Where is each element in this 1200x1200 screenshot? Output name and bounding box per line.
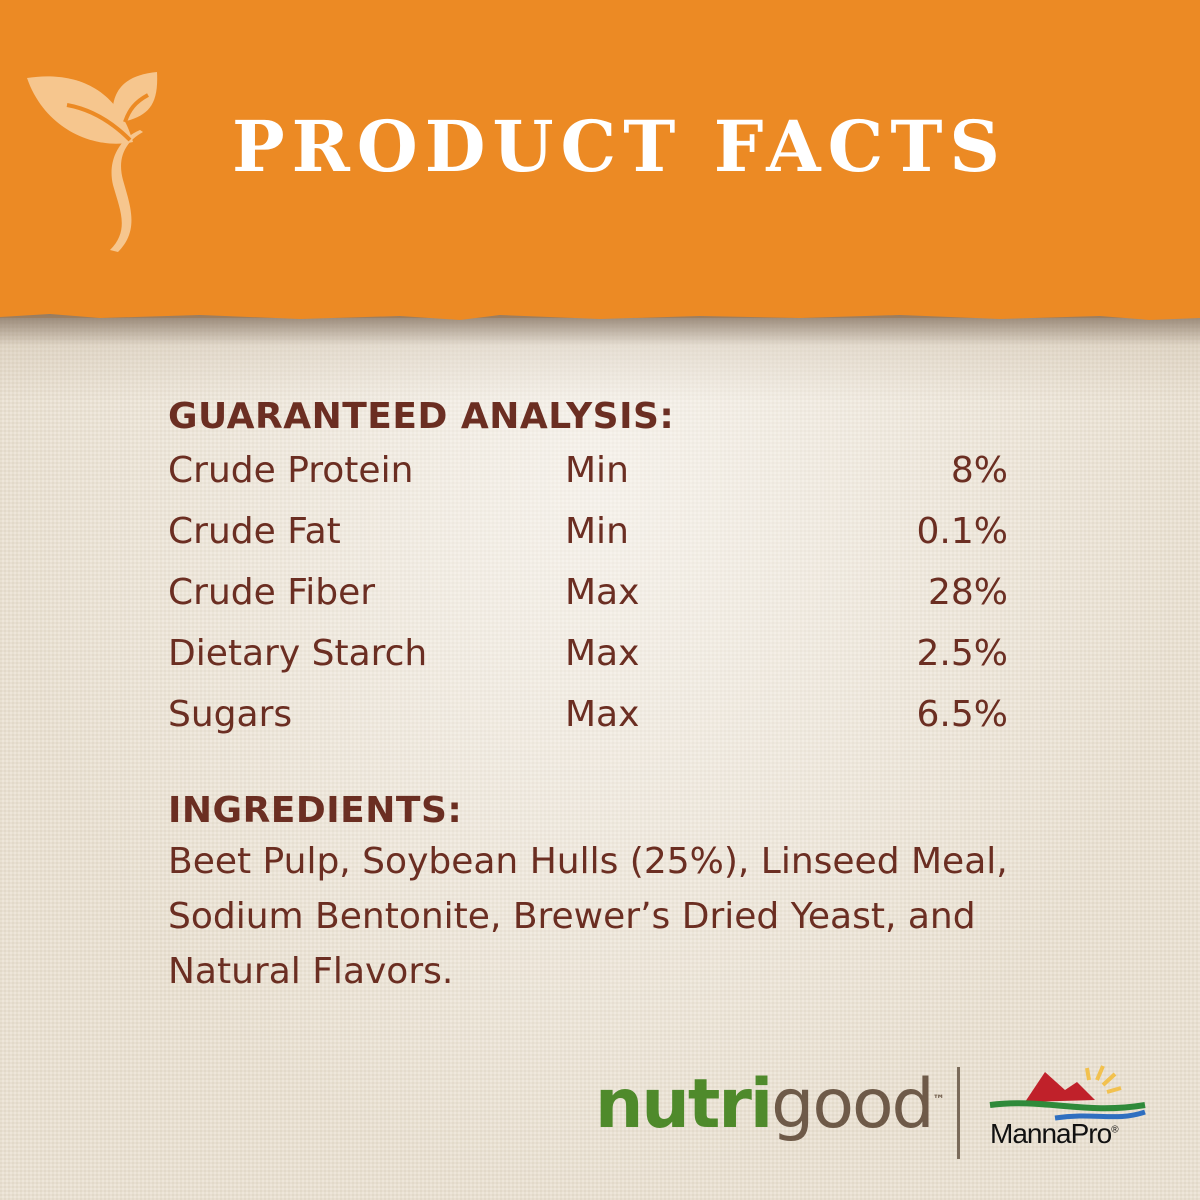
mannapro-logo-mark bbox=[989, 1065, 1146, 1121]
nutrient-qualifier: Max bbox=[565, 694, 640, 735]
page-title: PRODUCT FACTS bbox=[232, 105, 1007, 188]
nutrient-name: Crude Fiber bbox=[168, 572, 376, 613]
analysis-heading: GUARANTEED ANALYSIS: bbox=[168, 396, 675, 437]
logo-divider bbox=[957, 1067, 960, 1159]
ingredients-text: Beet Pulp, Soybean Hulls (25%), Linseed … bbox=[168, 841, 1008, 992]
analysis-row: Dietary Starch Max 2.5% bbox=[168, 623, 1008, 684]
nutrient-name: Sugars bbox=[168, 694, 293, 735]
brand-logos: nutrigood™ MannaPro® bbox=[590, 1055, 1160, 1165]
sprout-icon bbox=[27, 72, 158, 252]
guaranteed-analysis: GUARANTEED ANALYSIS: Crude Protein Min 8… bbox=[168, 396, 1008, 745]
torn-edge bbox=[0, 300, 1200, 320]
nutrient-name: Crude Fat bbox=[168, 511, 341, 552]
nutrient-value: 8% bbox=[950, 450, 1008, 491]
mannapro-logo: MannaPro® bbox=[990, 1118, 1119, 1149]
ingredients-section: INGREDIENTS: Beet Pulp, Soybean Hulls (2… bbox=[168, 790, 1028, 999]
analysis-row: Crude Protein Min 8% bbox=[168, 440, 1008, 501]
nutrient-value: 0.1% bbox=[916, 511, 1008, 552]
nutrient-qualifier: Max bbox=[565, 572, 640, 613]
analysis-row: Sugars Max 6.5% bbox=[168, 684, 1008, 745]
nutrient-value: 28% bbox=[927, 572, 1008, 613]
banner-shadow bbox=[0, 310, 1200, 400]
nutrient-qualifier: Min bbox=[565, 450, 629, 491]
nutrient-value: 6.5% bbox=[916, 694, 1008, 735]
nutrient-value: 2.5% bbox=[916, 633, 1008, 674]
nutrient-qualifier: Min bbox=[565, 511, 629, 552]
nutrient-name: Dietary Starch bbox=[168, 633, 428, 674]
nutrient-name: Crude Protein bbox=[168, 450, 414, 491]
analysis-row: Crude Fat Min 0.1% bbox=[168, 501, 1008, 562]
analysis-row: Crude Fiber Max 28% bbox=[168, 562, 1008, 623]
header-banner bbox=[0, 0, 1200, 318]
nutrient-qualifier: Max bbox=[565, 633, 640, 674]
nutrigood-logo: nutrigood™ bbox=[595, 1065, 945, 1144]
ingredients-heading: INGREDIENTS: bbox=[168, 790, 463, 831]
